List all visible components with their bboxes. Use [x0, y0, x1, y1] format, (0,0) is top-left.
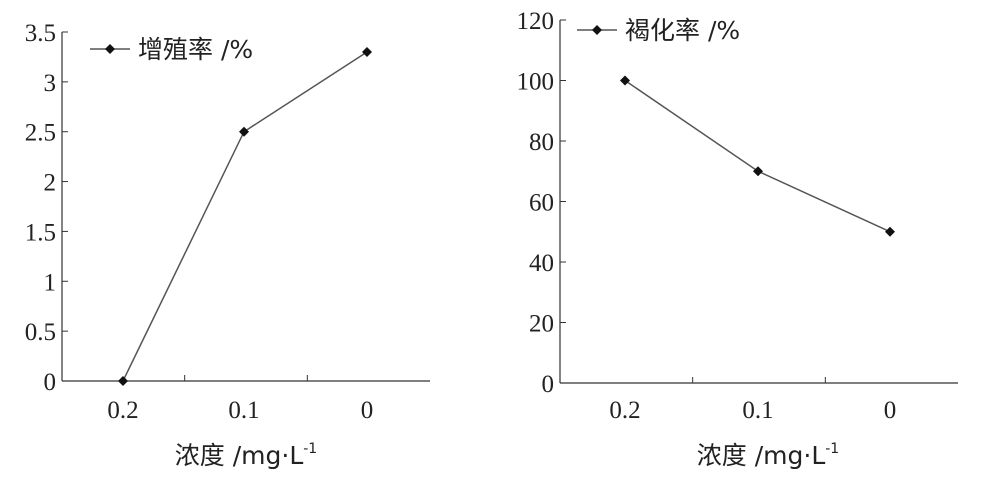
y-tick-label: 40 — [529, 250, 554, 277]
y-tick-label: 60 — [529, 190, 554, 217]
y-tick-label: 0 — [542, 371, 555, 398]
chart-proliferation-rate: 0 0.5 1 1.5 2 2.5 3 3.5 0.2 0.1 0 增殖率 /% 浓度 /mg·L-1 — [25, 20, 430, 470]
legend-marker — [105, 44, 115, 54]
x-axis-title-superscript: -1 — [825, 441, 839, 457]
data-point-marker — [362, 46, 372, 57]
x-axis-title: 浓度 /mg·L-1 — [175, 441, 317, 470]
series-line — [122, 51, 368, 382]
y-tick-label: 2.5 — [25, 120, 56, 147]
x-tick-label: 0.1 — [228, 397, 259, 424]
x-tick-label: 0 — [361, 397, 374, 424]
y-tick-label: 1.5 — [25, 219, 56, 246]
y-tick-label: 2 — [44, 170, 57, 197]
data-point-marker — [753, 166, 763, 177]
data-point-marker — [118, 376, 128, 386]
y-tick-label: 0 — [44, 369, 57, 396]
legend-label: 褐化率 /% — [625, 16, 740, 45]
x-axis-title: 浓度 /mg·L-1 — [697, 441, 839, 470]
x-axis-title-superscript: -1 — [303, 441, 317, 457]
x-axis-title-main: 浓度 /mg·L — [697, 441, 826, 470]
y-tick-label: 100 — [517, 69, 555, 96]
x-axis-title-main: 浓度 /mg·L — [175, 441, 304, 470]
legend-label: 增殖率 /% — [138, 35, 253, 64]
x-tick-label: 0.2 — [107, 397, 138, 424]
data-point-marker — [885, 226, 895, 237]
y-tick-label: 20 — [529, 311, 554, 338]
y-tick-label: 120 — [517, 8, 555, 35]
data-point-marker — [620, 75, 630, 86]
x-tick-label: 0.1 — [742, 397, 773, 424]
x-tick-label: 0 — [884, 397, 897, 424]
chart-browning-rate: 0 20 40 60 80 100 120 0.2 0.1 0 褐化率 /% 浓度 /mg·L-1 — [517, 8, 958, 470]
y-tick-label: 3.5 — [25, 20, 56, 47]
x-tick-label: 0.2 — [609, 397, 640, 424]
legend-marker — [592, 25, 602, 35]
data-point-marker — [239, 126, 249, 137]
y-tick-label: 80 — [529, 129, 554, 156]
y-tick-label: 0.5 — [25, 319, 56, 346]
y-tick-label: 1 — [44, 269, 57, 296]
y-tick-label: 3 — [44, 70, 57, 97]
series-line — [624, 79, 891, 233]
